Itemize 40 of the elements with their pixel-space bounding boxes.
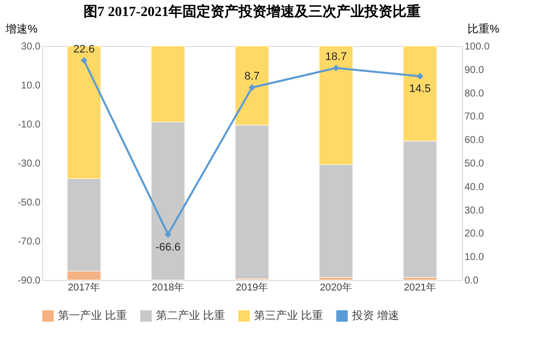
y2-tick-label: 100.0 <box>464 42 490 52</box>
point <box>416 72 424 80</box>
y-tick-label: -10.0 <box>18 120 41 130</box>
chart-title: 图7 2017-2021年固定资产投资增速及三次产业投资比重 <box>83 3 421 20</box>
x-tick-label: 2018年 <box>152 282 184 294</box>
y2-tick-label: 30.0 <box>464 205 484 216</box>
x-tick-label: 2020年 <box>320 282 352 294</box>
y2-tick-label: 80.0 <box>464 88 484 100</box>
point <box>248 84 256 91</box>
legend-label: 第三产业 比重 <box>254 309 324 322</box>
y2-tick-label: 50.0 <box>464 158 484 170</box>
x-tick-label: 2017年 <box>68 282 100 294</box>
data-label: -66.6 <box>155 241 181 254</box>
y2-axis-title: 比重% <box>468 22 500 36</box>
y-tick-label: -90.0 <box>18 276 41 286</box>
point <box>164 231 172 238</box>
y-tick-label: -70.0 <box>18 236 41 248</box>
y-axis-title: 增速% <box>4 22 38 36</box>
y2-tick-label: 70.0 <box>464 112 484 123</box>
y2-tick-label: 20.0 <box>464 228 484 240</box>
y2-tick-label: 0.0 <box>464 276 479 286</box>
data-label: 22.6 <box>73 43 95 56</box>
legend-label: 投资 增速 <box>351 309 400 322</box>
y2-tick-label: 60.0 <box>464 135 484 146</box>
y-tick-label: -30.0 <box>18 158 41 170</box>
y-tick-label: 30.0 <box>21 42 41 52</box>
data-label: 18.7 <box>325 51 347 64</box>
y2-tick-label: 40.0 <box>464 182 484 193</box>
point <box>80 57 88 64</box>
y-tick-label: 10.0 <box>21 80 41 92</box>
y2-tick-label: 10.0 <box>464 252 484 264</box>
x-tick-label: 2019年 <box>236 282 268 294</box>
data-label: 14.5 <box>409 83 431 96</box>
y-tick-label: -50.0 <box>18 198 41 208</box>
data-label: 8.7 <box>244 70 260 83</box>
legend-label: 第二产业 比重 <box>156 309 226 322</box>
point <box>332 64 340 72</box>
legend-label: 第一产业 比重 <box>58 309 128 322</box>
x-tick-label: 2021年 <box>404 282 436 294</box>
y2-tick-label: 90.0 <box>464 64 484 76</box>
